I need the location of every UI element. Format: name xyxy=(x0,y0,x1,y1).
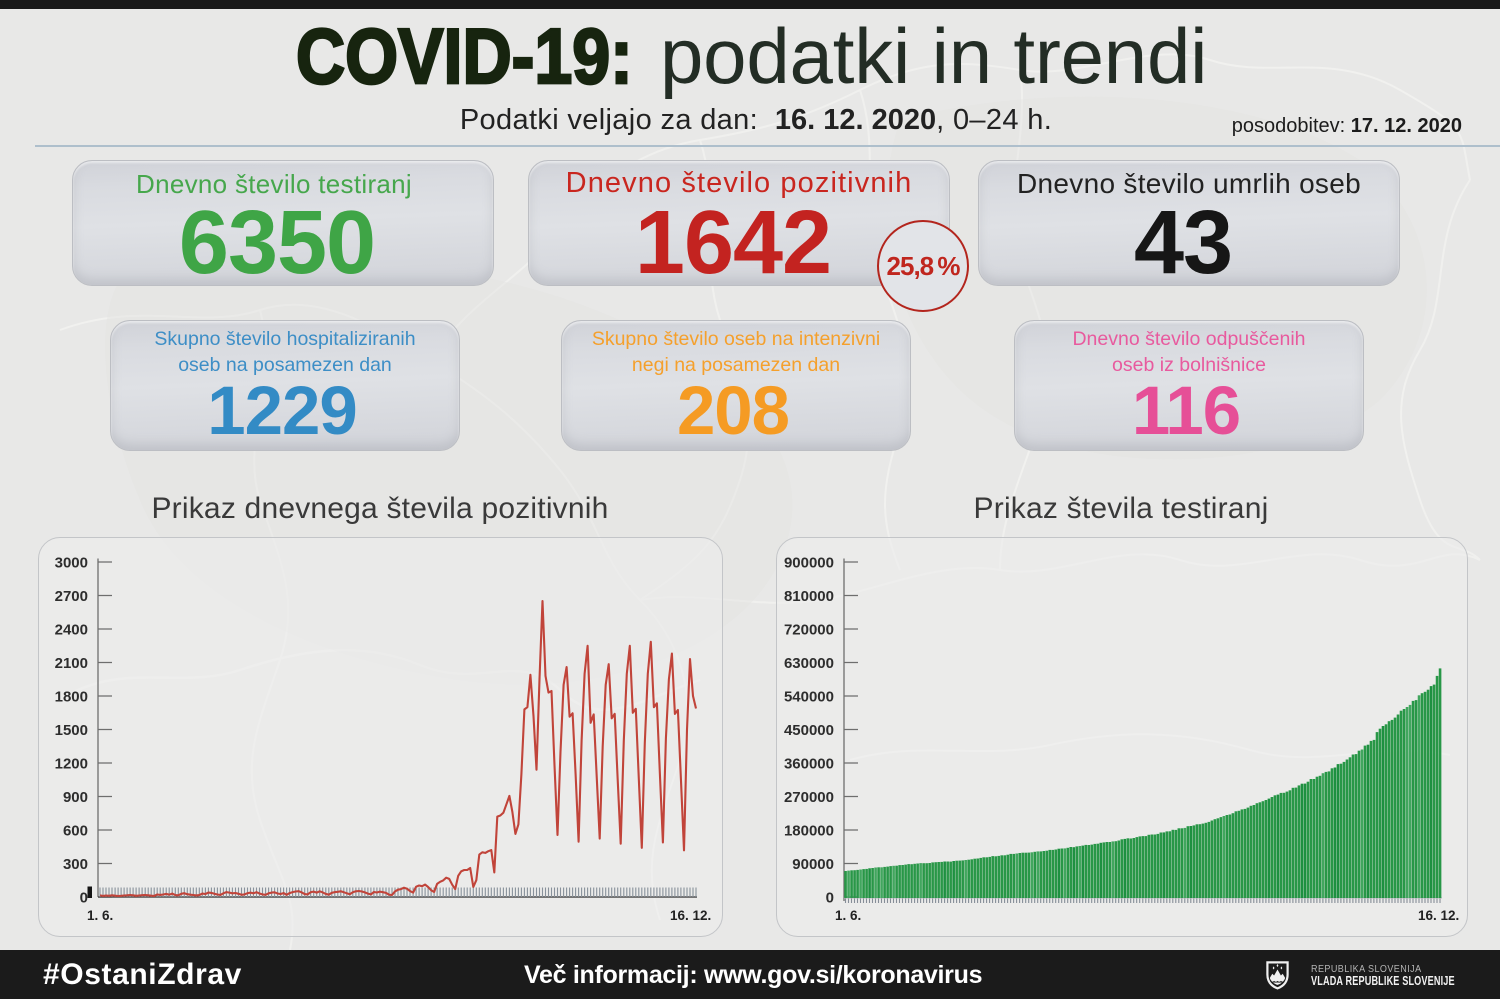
svg-text:1800: 1800 xyxy=(55,689,88,706)
svg-text:1. 6.: 1. 6. xyxy=(835,908,861,923)
svg-text:1200: 1200 xyxy=(55,756,88,773)
svg-text:180000: 180000 xyxy=(784,823,834,840)
svg-text:16. 12.: 16. 12. xyxy=(1418,908,1459,923)
svg-text:0: 0 xyxy=(80,890,88,907)
svg-text:810000: 810000 xyxy=(784,588,834,605)
svg-text:300: 300 xyxy=(63,856,88,873)
svg-text:450000: 450000 xyxy=(784,722,834,739)
svg-text:16. 12.: 16. 12. xyxy=(670,908,711,923)
svg-text:540000: 540000 xyxy=(784,689,834,706)
svg-text:2100: 2100 xyxy=(55,655,88,672)
svg-text:270000: 270000 xyxy=(784,789,834,806)
svg-text:2400: 2400 xyxy=(55,622,88,639)
svg-text:90000: 90000 xyxy=(792,856,834,873)
svg-text:720000: 720000 xyxy=(784,622,834,639)
svg-text:2700: 2700 xyxy=(55,588,88,605)
svg-text:0: 0 xyxy=(826,890,834,907)
svg-text:1500: 1500 xyxy=(55,722,88,739)
svg-text:900: 900 xyxy=(63,789,88,806)
svg-text:900000: 900000 xyxy=(784,555,834,572)
svg-text:1. 6.: 1. 6. xyxy=(87,908,113,923)
svg-text:630000: 630000 xyxy=(784,655,834,672)
svg-text:600: 600 xyxy=(63,823,88,840)
svg-text:3000: 3000 xyxy=(55,555,88,572)
svg-text:360000: 360000 xyxy=(784,756,834,773)
